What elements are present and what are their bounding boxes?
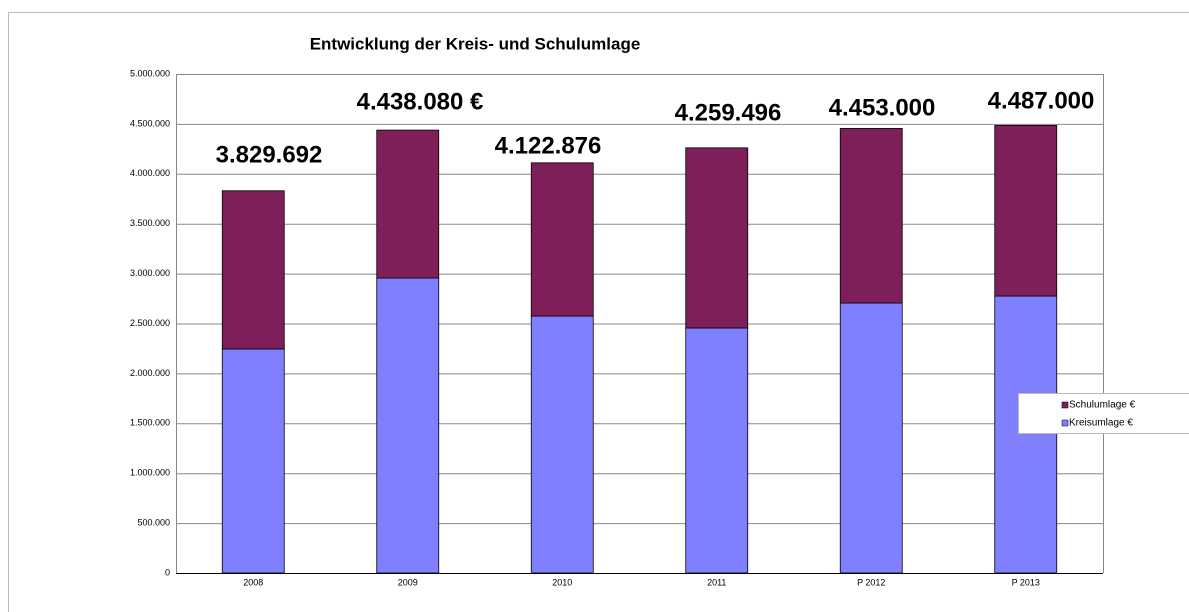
chart-frame [8,12,1189,612]
total-label: 4.259.496 [675,99,782,126]
total-label: 4.438.080 € [357,88,484,115]
bar-segment [376,277,440,574]
y-tick-label: 3.000.000 [130,268,170,278]
bar-segment [685,147,749,329]
chart-title: Entwicklung der Kreis- und Schulumlage [310,34,641,53]
y-tick-label: 2.000.000 [130,368,170,378]
bar-segment [530,162,594,317]
y-tick-label: 5.000.000 [130,68,170,78]
y-tick-label: 3.500.000 [130,218,170,228]
x-tick-label: 2009 [398,577,418,587]
x-tick-label: 2011 [707,577,726,587]
x-tick-label: P 2013 [1012,577,1040,587]
total-label: 4.453.000 [829,94,936,121]
legend-swatch [1061,419,1069,427]
x-tick-label: 2008 [243,577,263,587]
y-tick-label: 1.000.000 [130,468,170,478]
bar-segment [221,348,285,574]
total-label: 4.487.000 [988,87,1095,114]
legend-box [1018,393,1189,434]
legend-swatch [1061,401,1069,409]
bar-segment [376,129,440,279]
legend-label: Kreisumlage € [1069,418,1133,429]
y-tick-label: 500.000 [137,517,170,527]
bar-segment [221,190,285,350]
total-label: 4.122.876 [495,132,602,159]
y-tick-label: 2.500.000 [130,318,170,328]
y-tick-label: 0 [165,567,170,577]
y-tick-label: 4.000.000 [130,168,170,178]
x-tick-label: P 2012 [857,577,885,587]
bar-segment [839,302,903,574]
x-tick-label: 2010 [552,577,572,587]
bar-segment [530,315,594,574]
bar-segment [839,127,903,304]
bar-segment [685,327,749,574]
bar-segment [994,124,1058,297]
legend-label: Schulumlage € [1069,400,1136,411]
bar-segment [994,295,1058,574]
y-tick-label: 1.500.000 [130,418,170,428]
y-tick-label: 4.500.000 [130,118,170,128]
total-label: 3.829.692 [216,141,323,168]
